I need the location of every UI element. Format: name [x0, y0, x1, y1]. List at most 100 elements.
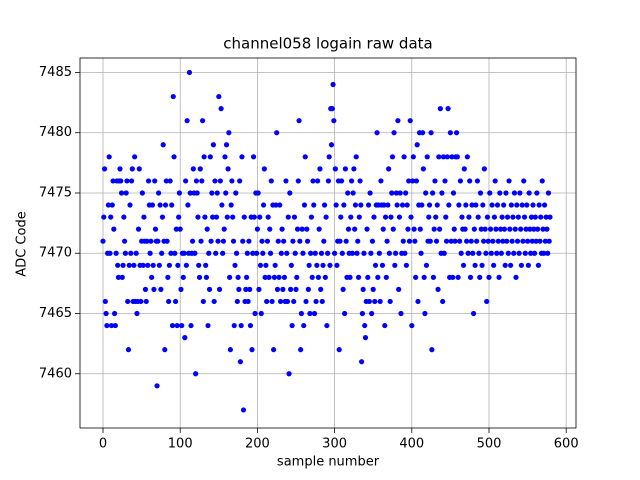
point [284, 298, 291, 305]
point [187, 190, 193, 196]
point [537, 238, 543, 244]
point [110, 178, 116, 184]
point [190, 166, 196, 172]
point [226, 130, 232, 136]
point [256, 286, 262, 293]
x-tick-label: 400 [399, 437, 424, 452]
point [233, 190, 239, 196]
point [304, 226, 310, 232]
point [236, 286, 242, 293]
point [169, 322, 176, 329]
point [237, 359, 244, 365]
point [361, 250, 367, 256]
point [352, 202, 359, 208]
point [198, 238, 204, 244]
point [381, 202, 387, 208]
point [445, 106, 451, 112]
point [295, 178, 301, 184]
point [533, 238, 539, 244]
y-tick-label: 7460 [39, 366, 72, 381]
point [243, 274, 250, 280]
point [504, 238, 510, 244]
point [308, 214, 315, 220]
point [108, 322, 115, 329]
point [308, 250, 314, 256]
point [149, 202, 156, 208]
point [341, 202, 347, 208]
point [369, 238, 376, 244]
point [421, 274, 427, 280]
point [518, 262, 525, 268]
point [264, 298, 270, 305]
point [289, 322, 295, 329]
point [458, 250, 464, 256]
point [531, 250, 538, 256]
point [294, 274, 300, 280]
point [435, 286, 441, 293]
point [160, 142, 166, 148]
point [476, 250, 482, 256]
point [195, 214, 201, 220]
point [345, 190, 351, 196]
point [292, 250, 298, 256]
point [364, 226, 370, 232]
point [495, 238, 501, 244]
point [415, 298, 421, 305]
point [427, 238, 433, 244]
point [193, 371, 199, 377]
point [396, 286, 402, 293]
point [170, 93, 176, 100]
point [397, 190, 403, 196]
point [407, 118, 413, 124]
point [390, 226, 396, 232]
point [204, 226, 210, 232]
point [432, 178, 438, 184]
point [113, 250, 119, 256]
point [457, 178, 464, 184]
x-tick-label: 100 [168, 437, 193, 452]
point [508, 202, 514, 208]
point [440, 154, 447, 160]
y-axis-label: ADC Code [15, 211, 30, 276]
point [472, 262, 478, 268]
point [403, 262, 409, 268]
point [457, 238, 463, 244]
point [227, 347, 233, 353]
point [467, 274, 474, 280]
point [527, 226, 533, 232]
point [404, 202, 410, 208]
point [370, 286, 376, 293]
point [268, 178, 274, 184]
point [117, 166, 123, 172]
point [409, 322, 415, 329]
point [207, 154, 213, 160]
point [186, 69, 193, 76]
point [488, 250, 494, 256]
point [272, 262, 278, 268]
point [365, 202, 372, 208]
point [350, 190, 356, 196]
point [125, 298, 131, 305]
point [464, 154, 470, 160]
point [535, 262, 542, 268]
point [197, 166, 203, 172]
point [380, 226, 386, 232]
point [323, 214, 329, 220]
point [294, 226, 301, 232]
point [304, 238, 311, 244]
point [240, 407, 247, 413]
point [498, 250, 504, 256]
point [536, 202, 542, 208]
point [351, 166, 357, 172]
point [136, 166, 142, 172]
point [511, 250, 517, 256]
point [468, 238, 474, 244]
point [175, 262, 181, 268]
point [471, 226, 477, 232]
point [220, 250, 226, 256]
point [127, 202, 133, 208]
point [247, 322, 254, 329]
point [278, 250, 284, 256]
point [505, 250, 511, 256]
point [125, 347, 132, 353]
